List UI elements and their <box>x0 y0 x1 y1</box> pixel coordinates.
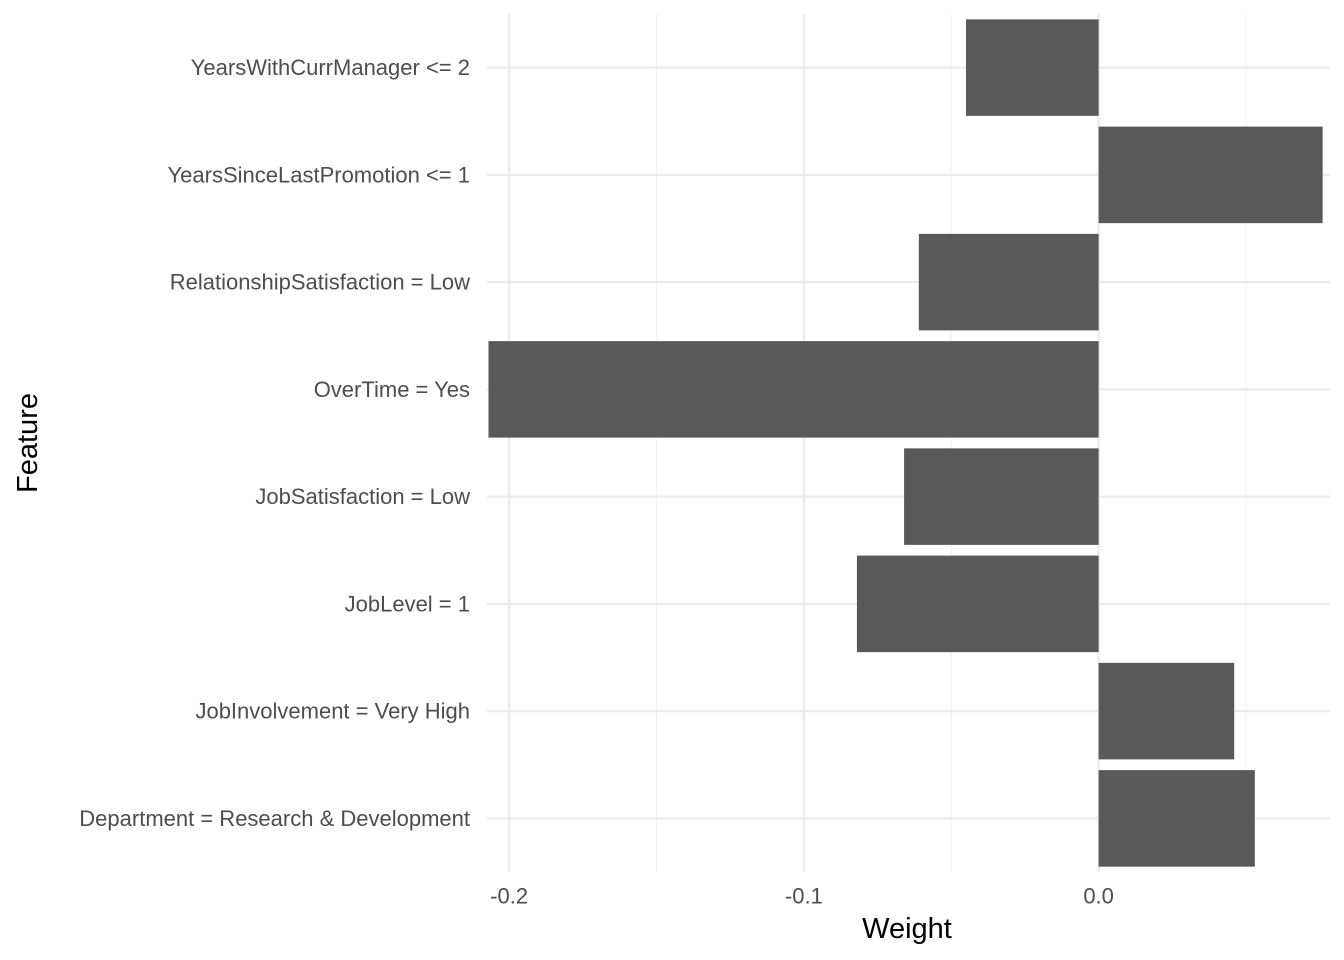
bars <box>488 19 1323 867</box>
y-tick-label: YearsWithCurrManager <= 2 <box>191 55 470 80</box>
x-tick-label: -0.1 <box>785 884 823 909</box>
bar <box>1098 770 1255 867</box>
y-tick-labels: YearsWithCurrManager <= 2 YearsSinceLastP… <box>79 55 470 831</box>
bar <box>488 341 1099 438</box>
x-axis-title: Weight <box>862 913 952 945</box>
y-tick-label: JobSatisfaction = Low <box>255 484 470 509</box>
y-tick-label: Department = Research & Development <box>79 806 470 831</box>
x-tick-label: -0.2 <box>490 884 528 909</box>
x-tick-label: 0.0 <box>1083 884 1114 909</box>
y-tick-label: JobLevel = 1 <box>345 591 470 616</box>
y-tick-label: YearsSinceLastPromotion <= 1 <box>168 162 471 187</box>
bar <box>904 448 1099 545</box>
bar <box>1098 662 1235 760</box>
y-axis-title: Feature <box>12 393 44 493</box>
bar <box>965 19 1099 116</box>
y-tick-label: JobInvolvement = Very High <box>195 699 470 724</box>
x-tick-labels: -0.2 -0.1 0.0 <box>490 884 1114 909</box>
bar <box>1098 126 1323 224</box>
bar <box>918 233 1099 331</box>
bar <box>856 555 1099 653</box>
y-tick-label: RelationshipSatisfaction = Low <box>170 270 470 295</box>
y-tick-label: OverTime = Yes <box>314 377 470 402</box>
